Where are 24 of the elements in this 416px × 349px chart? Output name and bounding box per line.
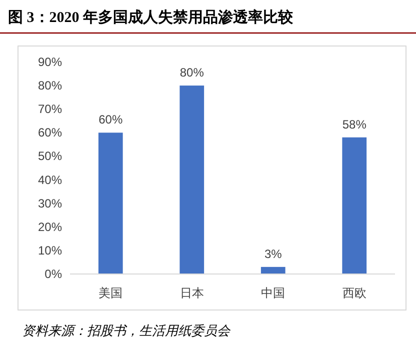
y-tick-label: 20%	[38, 220, 62, 234]
y-tick-label: 50%	[38, 149, 62, 164]
y-tick-label: 10%	[38, 243, 62, 258]
data-label: 60%	[98, 112, 123, 127]
y-tick-label: 80%	[38, 78, 62, 93]
bar	[342, 137, 367, 274]
x-tick-label: 美国	[98, 286, 123, 300]
chart-title: 图 3：2020 年多国成人失禁用品渗透率比较	[8, 8, 294, 26]
text: 资料来源：招股书，生活用纸委员会	[22, 323, 231, 338]
x-tick-label: 中国	[261, 286, 286, 300]
y-tick-label: 30%	[38, 196, 62, 210]
bar	[180, 86, 204, 274]
y-tick-label: 60%	[38, 126, 62, 140]
x-tick-label: 西欧	[342, 286, 366, 300]
data-label: 58%	[342, 117, 367, 132]
y-tick-label: 40%	[38, 172, 62, 187]
bar	[260, 266, 286, 274]
y-tick-label: 70%	[38, 102, 62, 116]
y-tick-label: 90%	[38, 55, 62, 69]
data-label: 80%	[180, 66, 204, 80]
y-tick-label: 0%	[44, 267, 62, 281]
data-label: 3%	[264, 246, 282, 261]
x-tick-label: 日本	[180, 286, 204, 300]
bar	[98, 132, 123, 274]
